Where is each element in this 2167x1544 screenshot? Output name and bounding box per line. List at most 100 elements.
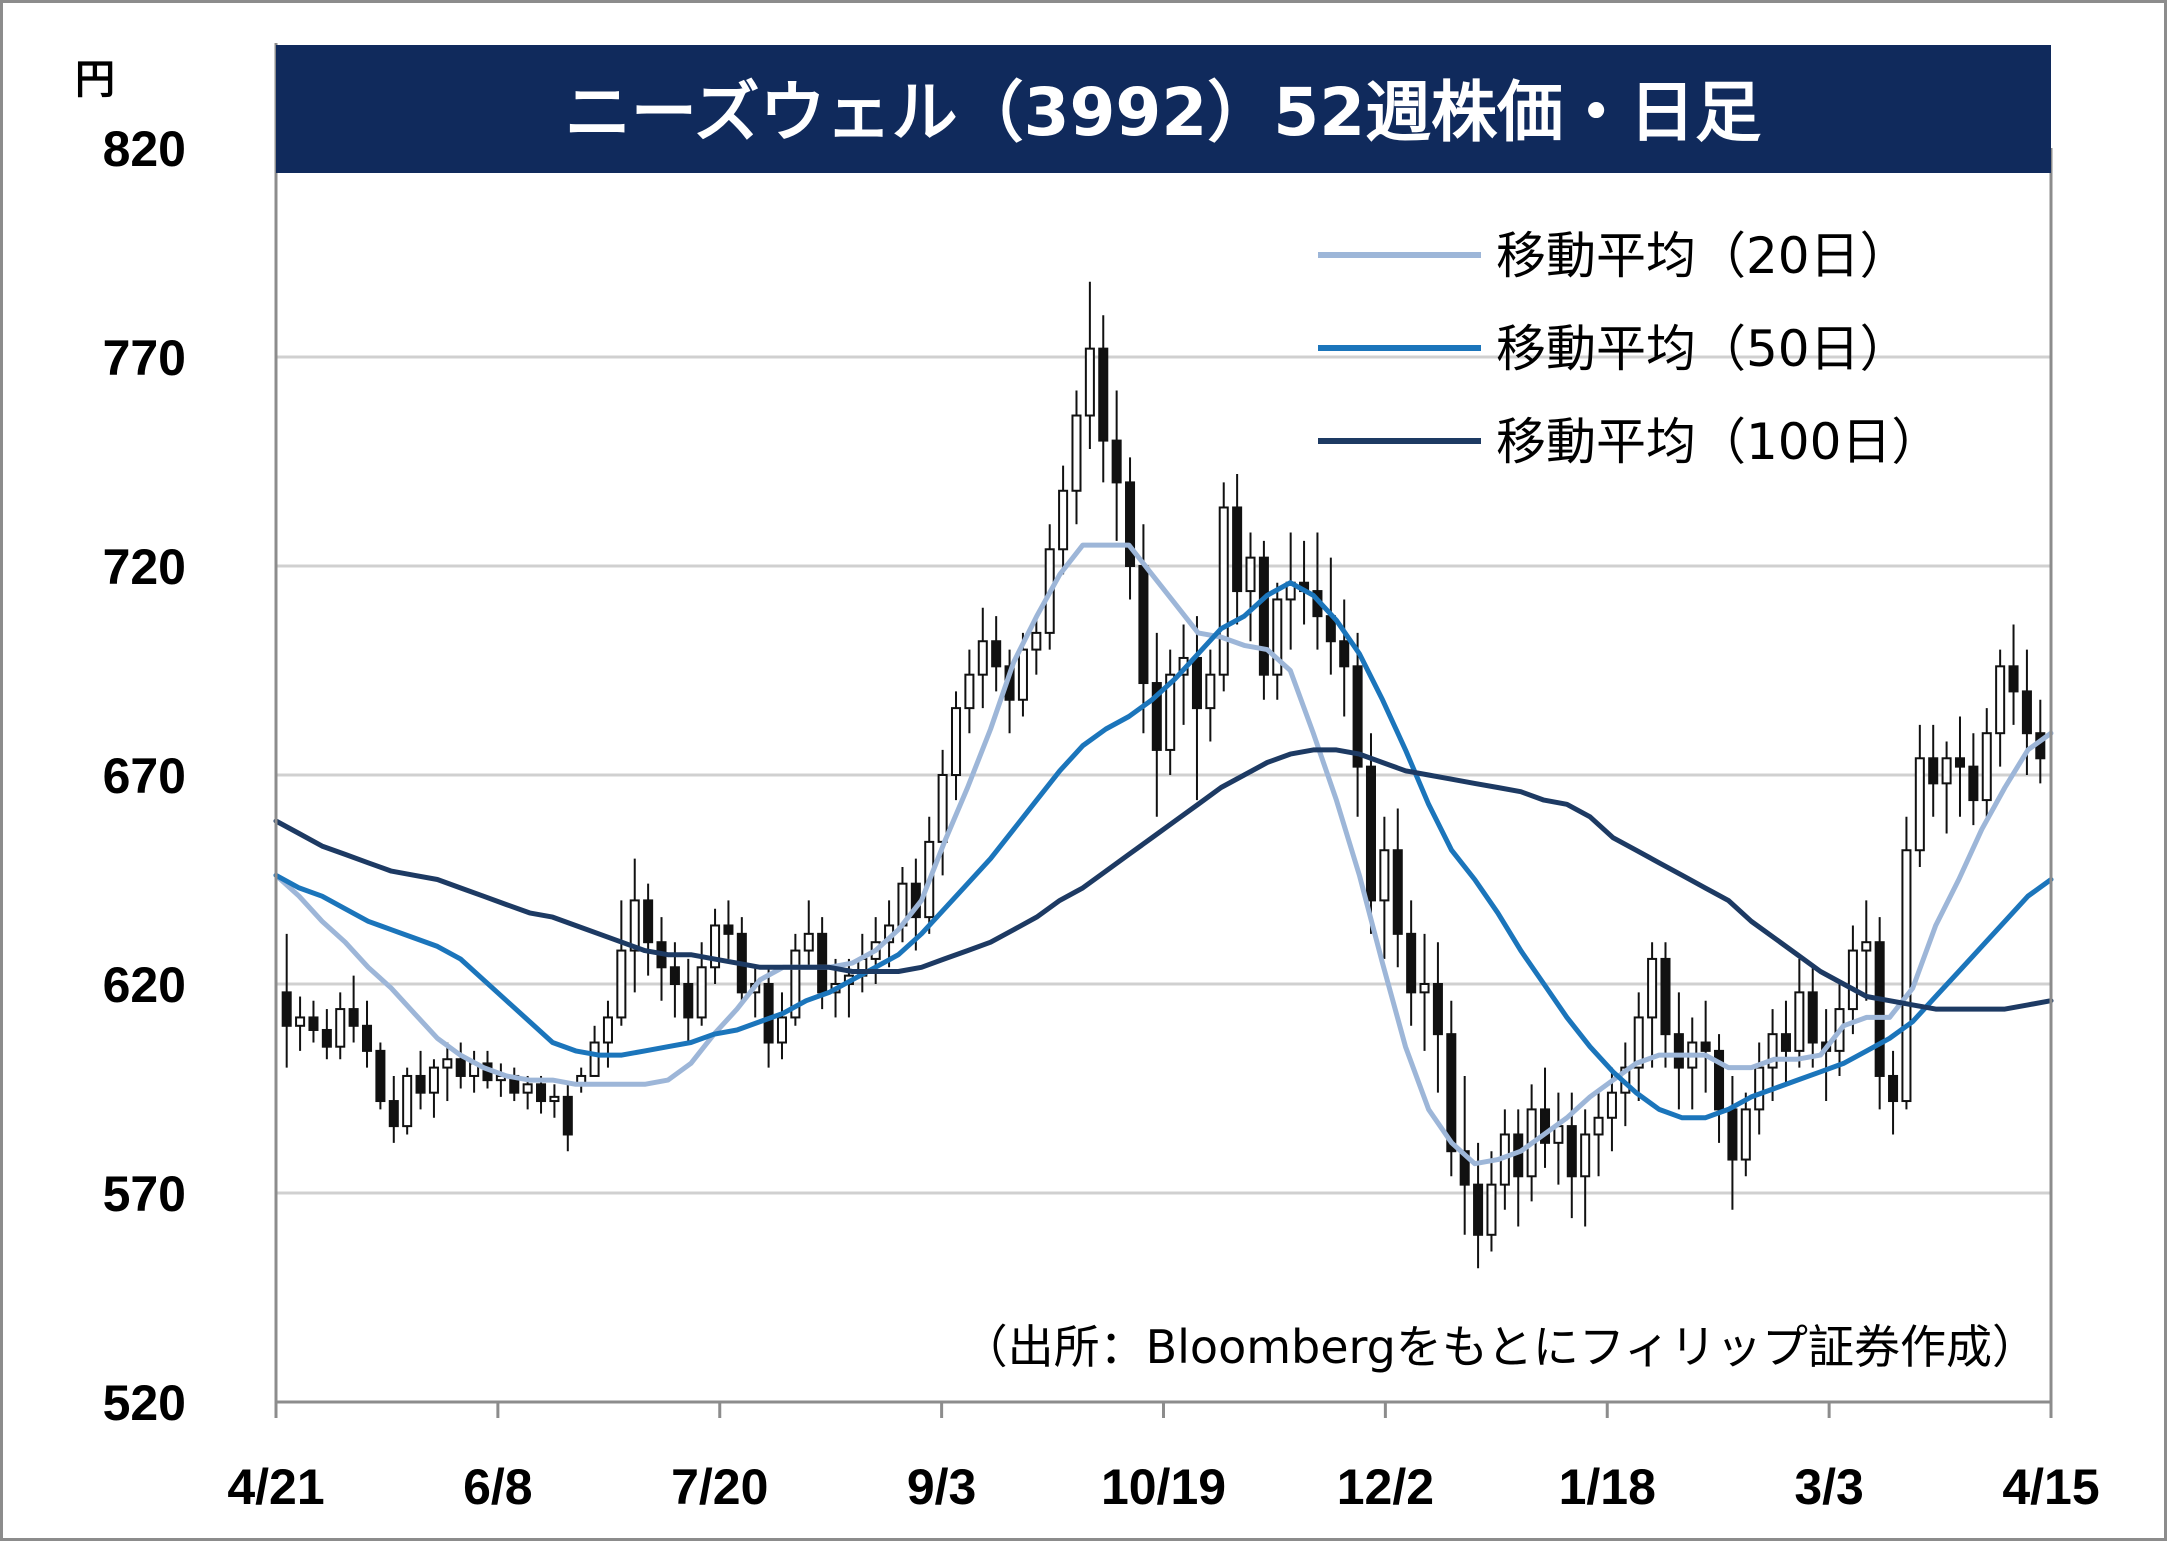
candle [683,958,694,1043]
candle [1807,967,1818,1068]
candle [2008,624,2019,725]
candle [1419,933,1430,1051]
candle-body [763,983,774,1044]
candle [616,900,627,1026]
candle [1339,599,1350,717]
legend-item: 移動平均（100日） [1318,413,1941,471]
x-tick-label: 7/20 [671,1459,768,1515]
candle-body [1901,849,1912,1103]
moving-average-lines [273,542,2054,1167]
candle-body [1111,439,1122,484]
candle [321,1009,332,1060]
candle-body [442,1058,453,1069]
candle-body [1740,1108,1751,1161]
candle-body [1339,640,1350,668]
stock-chart: 820 770 720 670 620 570 520 4/21 6/8 7/20 9/3 10/1… [75,43,2100,1515]
candle-body [1245,556,1256,593]
candle [1754,1042,1765,1135]
candle [1539,1067,1551,1168]
source-note: （出所：Bloombergをもとにフィリップ証券作成） [962,1320,2038,1374]
candle-body [1807,991,1818,1044]
candle [776,992,788,1060]
candle-body [1258,556,1269,676]
candle-body [790,949,801,1019]
legend: 移動平均（20日） 移動平均（50日） 移動平均（100日） [1318,227,1941,471]
candle-body [1566,1125,1577,1178]
x-tick-label: 4/15 [2002,1459,2099,1515]
candle [295,996,306,1051]
candle [710,908,721,984]
candle [1165,649,1176,775]
candle [1700,1000,1711,1093]
candle [1245,532,1256,642]
candle [1941,741,1952,834]
candle [1874,917,1885,1110]
candle-body [1205,673,1216,710]
candle-body [1660,957,1671,1036]
candle-body [1941,757,1952,785]
title-banner [276,45,2051,173]
candle [1901,816,1912,1110]
candle-body [669,966,680,986]
candle-body [361,1024,373,1052]
candle [723,900,734,959]
candle-body [375,1049,386,1103]
legend-label: 移動平均（20日） [1496,227,1910,285]
candle-body [1539,1108,1551,1144]
candle-body [415,1074,426,1094]
candle [348,975,359,1043]
candle-body [991,640,1002,668]
ma100-line [273,747,2054,1012]
candle-body [964,673,975,710]
candlesticks [281,281,2046,1269]
candle-body [1606,1091,1617,1119]
y-tick-label: 620 [103,957,186,1013]
candle-body [723,924,734,935]
candle-body [295,1016,306,1027]
x-tick-label: 3/3 [1794,1459,1864,1515]
candle [1352,632,1363,817]
candle-body [1727,1108,1738,1161]
candle [562,1084,573,1152]
candle-body [1352,665,1363,768]
candle-body [589,1041,600,1077]
y-tick-label: 770 [103,330,186,386]
candle [1660,942,1671,1068]
candle [1272,582,1283,700]
candle-body [335,1008,346,1048]
y-axis-unit: 円 [75,57,115,103]
candle [402,1067,413,1135]
candle-body [817,932,828,994]
candle-body [1419,983,1430,994]
candle-body [549,1095,560,1103]
candle-body [629,899,640,952]
candle-body [1432,983,1443,1036]
candle-body [1580,1133,1591,1178]
candle-body [455,1058,466,1077]
x-tick-label: 12/2 [1337,1459,1434,1515]
ma20-line [273,542,2054,1167]
candle [1981,708,1992,817]
ma50-line [273,580,2054,1121]
candle [1780,1000,1791,1085]
candle [790,933,801,1026]
candle [1205,649,1216,742]
candle [1673,992,1684,1110]
candle [1888,1050,1899,1135]
candle [1232,474,1243,625]
candle [1111,390,1122,541]
candle-body [1780,1033,1791,1052]
candle-body [1218,506,1229,676]
candle-body [1888,1074,1899,1103]
candle-body [696,966,707,1019]
candle [1968,733,1979,826]
candle-body [1191,656,1202,710]
candle-body [1138,565,1149,685]
candle-body [1700,1041,1711,1052]
y-axis-tick-labels: 820 770 720 670 620 570 520 [103,121,186,1431]
candle-body [1473,1183,1484,1236]
candle [1593,1092,1604,1177]
chart-title: ニーズウェル（3992）52週株価・日足 [565,74,1761,151]
candle [964,649,975,734]
candle [1794,958,1805,1068]
